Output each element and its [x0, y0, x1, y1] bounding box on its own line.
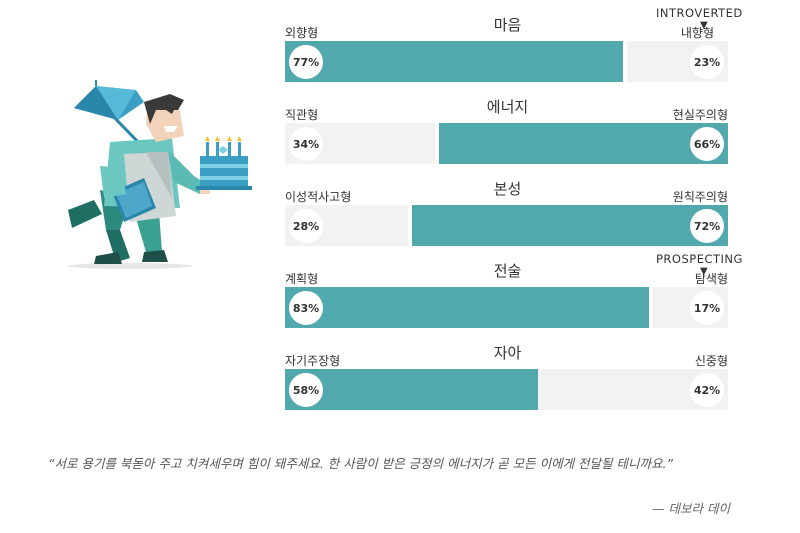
trait-right-percent: 23% — [687, 42, 727, 82]
prospecting-marker: PROSPECTING ▼ — [656, 252, 743, 277]
trait-bar: 77% 23% — [285, 41, 728, 82]
introverted-label: INTROVERTED — [656, 6, 743, 20]
trait-right-label: 현실주의형 — [672, 108, 728, 122]
trait-title: 에너지 — [486, 98, 529, 116]
trait-fill — [285, 287, 649, 328]
trait-title: 본성 — [493, 180, 522, 198]
trait-title: 자아 — [493, 344, 522, 362]
trait-mind: 마음 외향형 내향형 77% 23% — [285, 0, 730, 82]
trait-left-percent: 58% — [286, 370, 326, 410]
trait-left-percent: 34% — [286, 124, 326, 164]
trait-bar: 28% 72% — [285, 205, 728, 246]
trait-bar: 58% 42% — [285, 369, 728, 410]
trait-right-percent: 17% — [687, 288, 727, 328]
prospecting-label: PROSPECTING — [656, 252, 743, 266]
trait-title: 마음 — [493, 16, 522, 34]
quote-text: “서로 용기를 북돋아 주고 치켜세우며 힘이 돼주세요. 한 사람이 받은 긍… — [48, 456, 673, 471]
trait-tactics: 전술 계획형 탐색형 83% 17% — [285, 246, 730, 328]
trait-left-label: 계획형 — [285, 272, 319, 286]
trait-fill — [285, 369, 538, 410]
trait-title: 전술 — [493, 262, 522, 280]
trait-left-label: 자기주장형 — [285, 354, 341, 368]
trait-left-percent: 28% — [286, 206, 326, 246]
trait-fill — [285, 41, 623, 82]
trait-bar: 83% 17% — [285, 287, 728, 328]
trait-energy: 에너지 직관형 현실주의형 34% 66% — [285, 82, 730, 164]
quote-author: — 데보라 데이 — [652, 501, 730, 516]
trait-left-percent: 77% — [286, 42, 326, 82]
trait-right-label: 신중형 — [694, 354, 728, 368]
man-with-cake-illustration — [60, 80, 260, 270]
trait-bar: 34% 66% — [285, 123, 728, 164]
trait-right-percent: 72% — [687, 206, 727, 246]
trait-fill — [412, 205, 728, 246]
trait-right-percent: 66% — [687, 124, 727, 164]
arrow-down-icon: ▼ — [700, 266, 709, 277]
trait-right-label: 내향형 — [680, 26, 714, 40]
trait-left-percent: 83% — [286, 288, 326, 328]
trait-nature: 본성 이성적사고형 원칙주의형 28% 72% — [285, 164, 730, 246]
trait-right-percent: 42% — [687, 370, 727, 410]
introverted-marker: INTROVERTED ▼ — [656, 6, 743, 31]
trait-left-label: 이성적사고형 — [285, 190, 352, 204]
arrow-down-icon: ▼ — [700, 20, 709, 31]
trait-right-label: 원칙주의형 — [672, 190, 728, 204]
trait-left-label: 직관형 — [285, 108, 319, 122]
trait-right-label: 탐색형 — [694, 272, 728, 286]
trait-fill — [439, 123, 728, 164]
trait-left-label: 외향형 — [285, 26, 319, 40]
trait-identity: 자아 자기주장형 신중형 58% 42% — [285, 328, 730, 410]
